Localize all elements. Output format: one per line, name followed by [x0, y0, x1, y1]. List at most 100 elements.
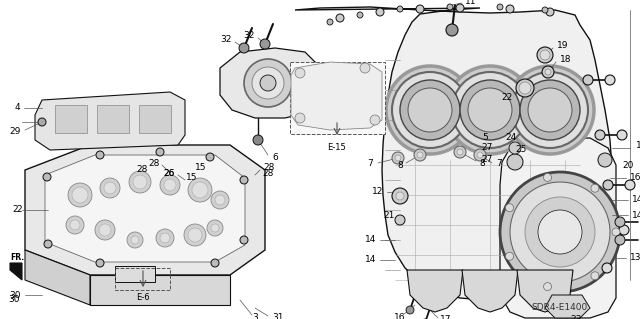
Text: 25: 25: [515, 145, 526, 154]
Polygon shape: [45, 155, 245, 262]
Circle shape: [542, 7, 548, 13]
Polygon shape: [295, 7, 612, 300]
Text: 7: 7: [496, 159, 502, 167]
Polygon shape: [10, 263, 22, 280]
Circle shape: [417, 152, 423, 158]
Circle shape: [597, 225, 607, 235]
Circle shape: [477, 152, 483, 158]
Text: 8: 8: [397, 160, 403, 169]
Text: 1: 1: [636, 140, 640, 150]
Polygon shape: [500, 138, 616, 318]
Circle shape: [457, 149, 463, 155]
Circle shape: [595, 130, 605, 140]
Circle shape: [96, 151, 104, 159]
Circle shape: [414, 149, 426, 161]
Circle shape: [519, 82, 531, 94]
Circle shape: [207, 220, 223, 236]
Text: 27: 27: [482, 144, 493, 152]
Text: 22: 22: [502, 93, 513, 102]
Circle shape: [211, 224, 219, 232]
Text: 11: 11: [465, 0, 477, 6]
Circle shape: [591, 184, 599, 192]
Circle shape: [540, 50, 550, 60]
Text: 28: 28: [262, 169, 273, 179]
Circle shape: [446, 24, 458, 36]
Circle shape: [395, 155, 401, 161]
Circle shape: [188, 228, 202, 242]
Circle shape: [625, 180, 635, 190]
Circle shape: [260, 39, 270, 49]
Circle shape: [104, 182, 116, 194]
Circle shape: [546, 8, 554, 16]
Text: 13: 13: [630, 254, 640, 263]
Circle shape: [99, 224, 111, 236]
Circle shape: [127, 232, 143, 248]
Circle shape: [131, 236, 139, 244]
Circle shape: [538, 210, 582, 254]
Circle shape: [510, 182, 610, 282]
Circle shape: [370, 115, 380, 125]
Text: 2: 2: [12, 205, 18, 214]
Bar: [115, 268, 170, 290]
Text: 14: 14: [632, 196, 640, 204]
Circle shape: [468, 88, 512, 132]
Circle shape: [612, 228, 620, 236]
Circle shape: [244, 59, 292, 107]
Circle shape: [617, 130, 627, 140]
Text: 18: 18: [560, 55, 572, 63]
Polygon shape: [35, 92, 185, 150]
Circle shape: [543, 174, 552, 182]
Text: 12: 12: [372, 188, 383, 197]
Circle shape: [528, 88, 572, 132]
Circle shape: [506, 252, 513, 260]
Circle shape: [583, 75, 593, 85]
Text: 26: 26: [164, 168, 175, 177]
Circle shape: [156, 229, 174, 247]
Circle shape: [509, 142, 521, 154]
Circle shape: [454, 146, 466, 158]
Circle shape: [460, 80, 520, 140]
Circle shape: [357, 12, 363, 18]
Text: 16: 16: [394, 314, 406, 319]
Circle shape: [605, 75, 615, 85]
Text: SDR4-E1400: SDR4-E1400: [532, 303, 588, 313]
Circle shape: [215, 195, 225, 205]
Circle shape: [392, 152, 404, 164]
Bar: [290, 62, 385, 134]
Text: 15: 15: [195, 164, 207, 173]
Bar: [55, 105, 87, 133]
Circle shape: [66, 216, 84, 234]
Circle shape: [72, 187, 88, 203]
Circle shape: [129, 171, 151, 193]
Text: 28: 28: [136, 166, 148, 174]
Circle shape: [537, 47, 553, 63]
Circle shape: [603, 180, 613, 190]
Text: 19: 19: [557, 41, 568, 49]
Circle shape: [336, 14, 344, 22]
Circle shape: [295, 113, 305, 123]
Circle shape: [416, 5, 424, 13]
Circle shape: [68, 183, 92, 207]
Circle shape: [408, 88, 452, 132]
Circle shape: [43, 173, 51, 181]
Text: 14: 14: [632, 211, 640, 219]
Circle shape: [240, 236, 248, 244]
Bar: [115, 266, 155, 282]
Polygon shape: [220, 48, 318, 118]
Polygon shape: [545, 295, 590, 318]
Text: 31: 31: [272, 314, 284, 319]
Circle shape: [447, 4, 453, 10]
Circle shape: [156, 148, 164, 156]
Polygon shape: [25, 250, 90, 305]
Circle shape: [392, 188, 408, 204]
Circle shape: [100, 178, 120, 198]
Polygon shape: [407, 270, 463, 312]
Text: E-15: E-15: [328, 143, 346, 152]
Bar: [97, 105, 129, 133]
Circle shape: [386, 66, 474, 154]
Circle shape: [188, 178, 212, 202]
Circle shape: [44, 240, 52, 248]
Circle shape: [184, 224, 206, 246]
Text: 14: 14: [365, 256, 376, 264]
Circle shape: [400, 80, 460, 140]
